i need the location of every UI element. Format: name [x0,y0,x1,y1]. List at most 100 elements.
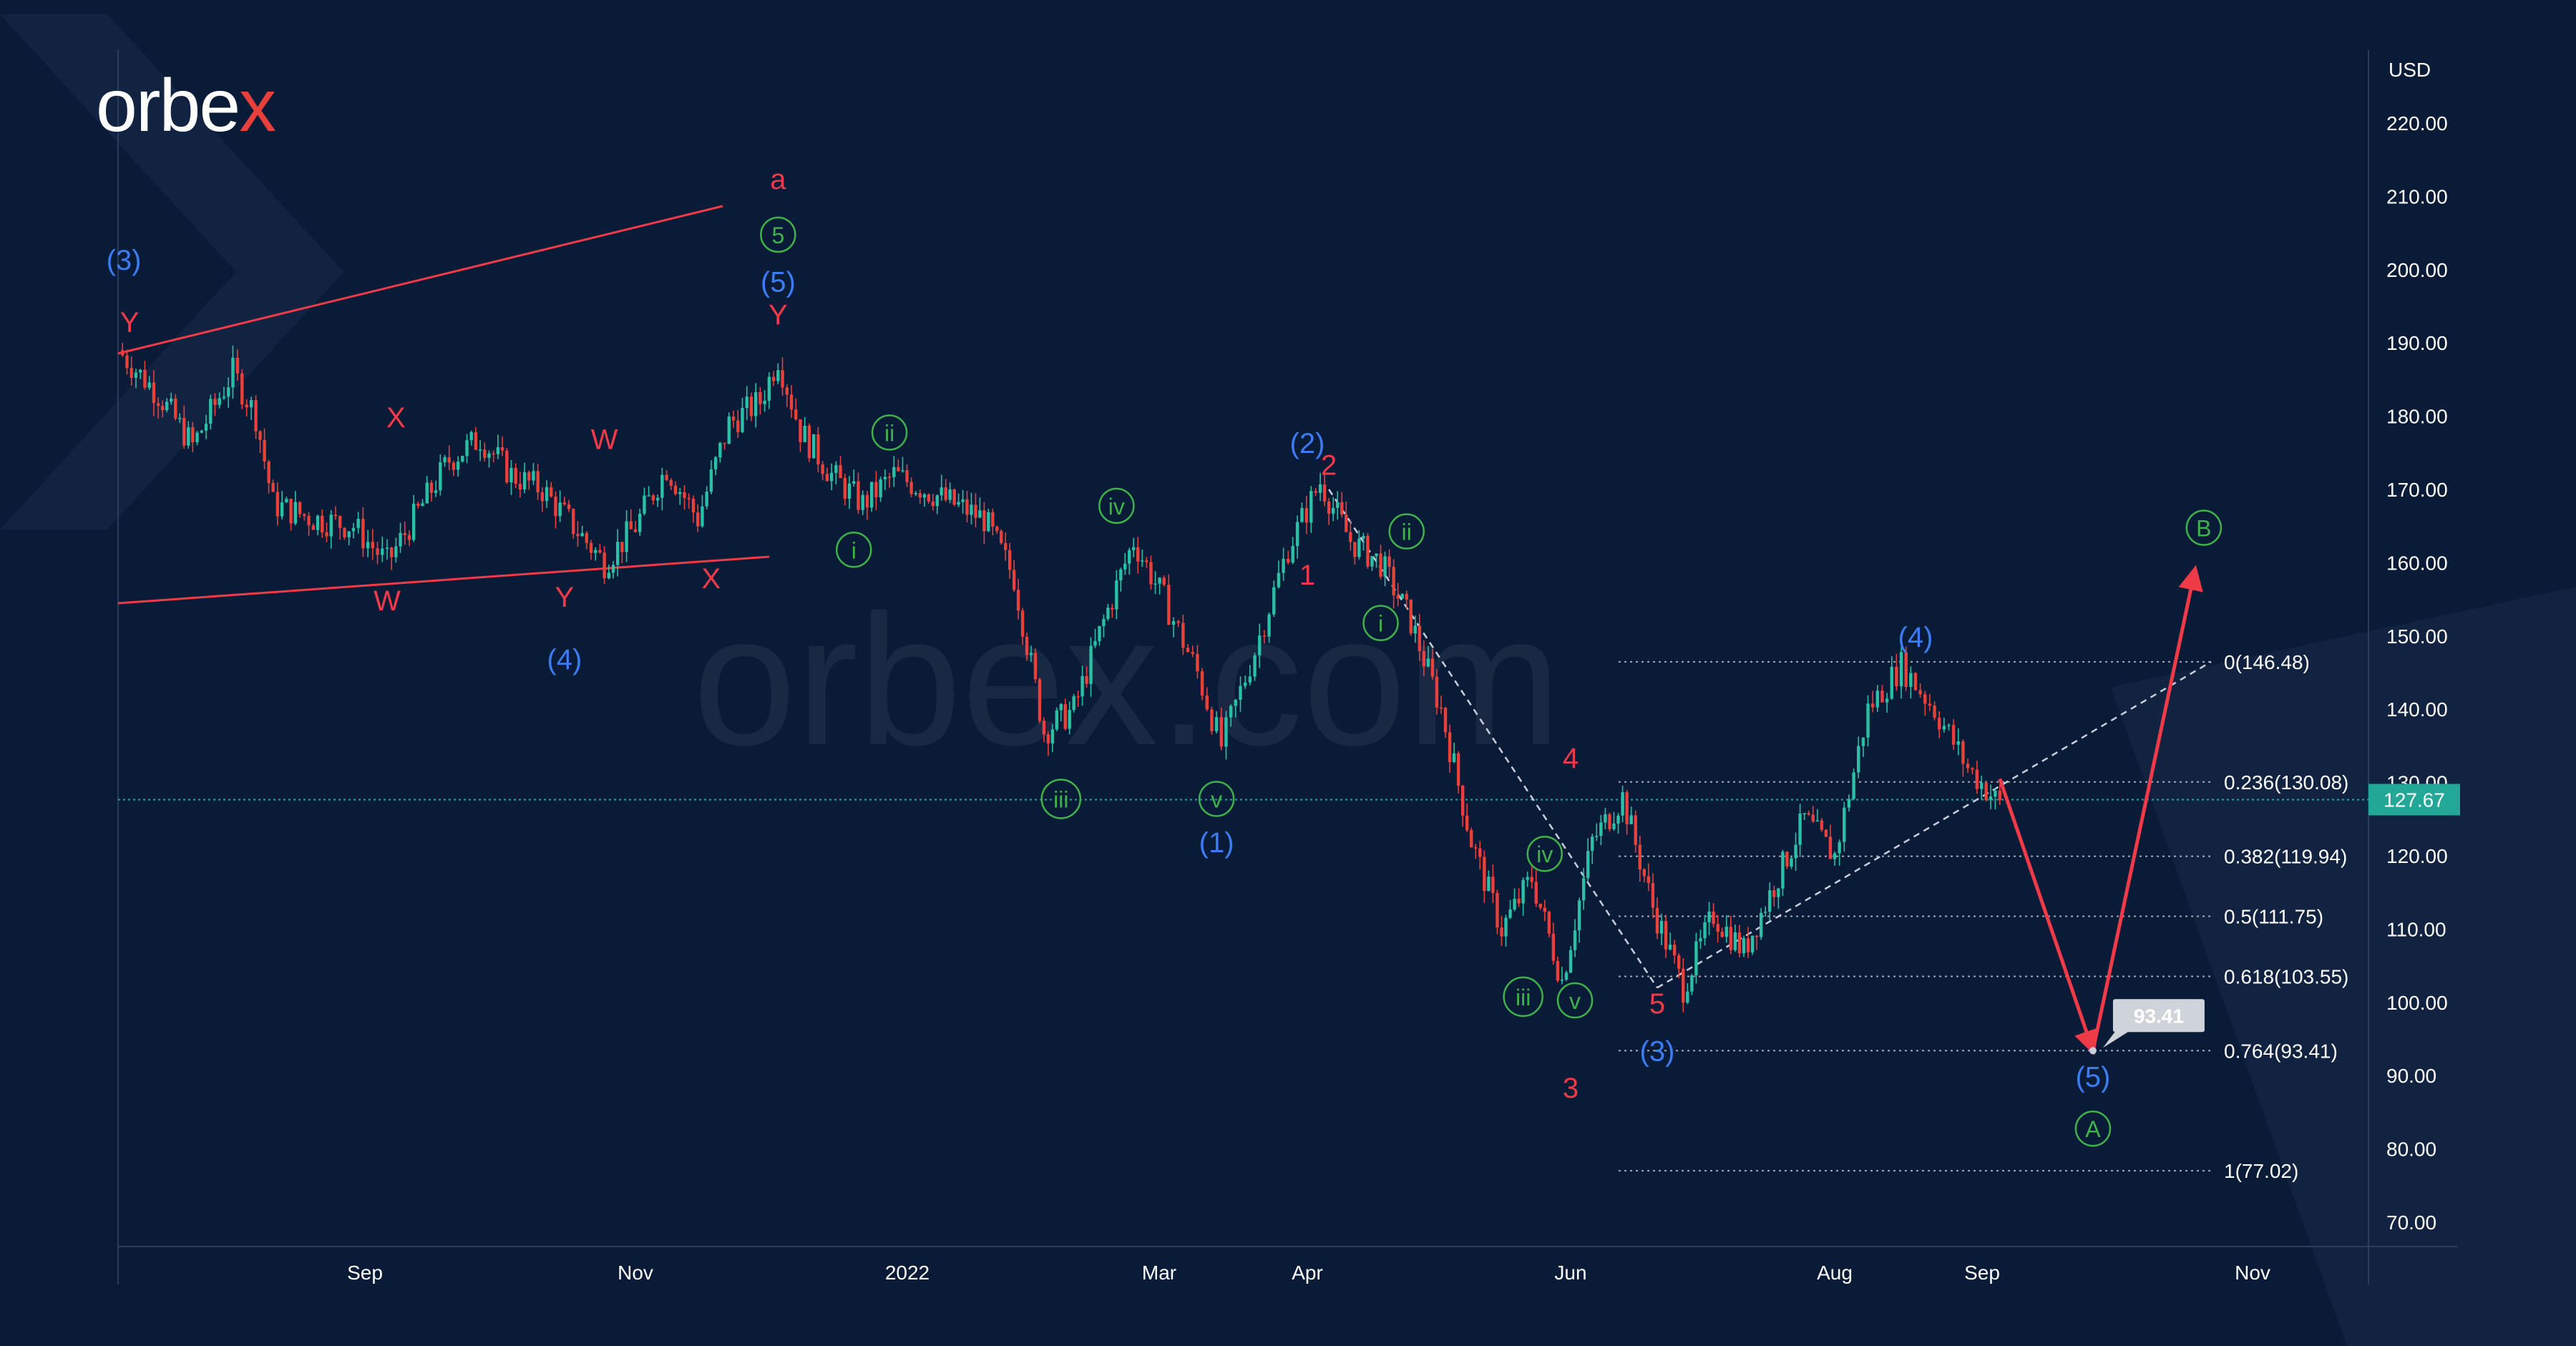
candle-body [429,482,434,493]
x-tick-label: Apr [1292,1262,1323,1284]
candle-body [594,550,597,553]
candle-body [1128,550,1131,564]
candle-body [1387,556,1391,567]
candle-body [1966,764,1970,769]
target-price-tag [2112,999,2205,1033]
candle-body [799,419,802,442]
candle-body [307,515,311,526]
candle-body [1838,842,1841,854]
x-axis: Sep Nov 2022 Mar Apr Jun Aug Sep Nov [347,1262,2270,1284]
candle-body [991,512,995,527]
candle-body [1210,709,1214,731]
candle-body [143,369,147,388]
candle-body [1357,538,1361,557]
candle-body [338,516,342,528]
candle-body [1413,625,1418,634]
candle-body [1050,729,1055,743]
candle-body [1513,898,1516,909]
candle-body [1111,608,1114,610]
candle-body [1435,676,1439,708]
candle-body [1300,508,1304,522]
x-tick-label: Nov [618,1262,653,1284]
candle-body [258,431,262,440]
y-tick-label: 160.00 [2386,552,2448,574]
candle-body [1794,844,1797,859]
candle-body [1659,920,1664,934]
candle-body [1012,570,1016,590]
candle-body [1595,836,1599,837]
wave-label: Y [769,300,788,331]
candle-body [727,416,731,444]
candle-body [625,521,628,552]
candle-body [1318,484,1322,493]
candle-body [834,465,838,473]
wave-label-circle [835,532,872,568]
candle-body [293,502,298,524]
candle-body [803,425,806,442]
candle-body [1802,813,1806,814]
candle-body [1098,625,1101,641]
candle-body [347,531,351,537]
candle-body [1772,890,1776,897]
candle-body [940,487,943,496]
candle-body [1229,706,1233,718]
candle-body [469,431,473,441]
candle-body [200,430,203,433]
wave-label: B [2196,516,2211,542]
fib-level-label: 0(146.48) [2224,651,2310,673]
candle-body [1833,853,1837,859]
wave-label: (3) [107,245,142,276]
candle-body [443,457,447,462]
candle-body [821,464,824,474]
wave-label-circle [760,216,796,253]
candle-body [1777,888,1780,897]
candle-body [1759,912,1763,937]
candle-body [1033,653,1038,680]
candle-body [1149,562,1153,585]
candle-body [816,434,820,464]
candle-body [1737,932,1742,954]
candle-body [852,481,856,484]
candle-body [1085,676,1088,684]
projection-arrow [1998,778,2099,1055]
trend-lines [117,205,2212,989]
candle-body [1123,563,1127,570]
candle-body [1947,725,1951,726]
candle-body [289,499,293,524]
candle-body [1909,673,1913,687]
candle-body [1063,704,1067,729]
candle-body [736,420,740,432]
candle-body [518,484,522,490]
candle-body [745,396,748,409]
candle-body [1258,635,1262,655]
candle-body [1132,547,1136,550]
candle-body [874,482,878,497]
candle-body [865,494,869,508]
candle-body [611,565,615,573]
candle-body [1181,623,1185,648]
candle-body [1272,587,1276,615]
candle-body [696,512,700,527]
price-tags: 127.67 93.41 [2102,784,2460,1048]
candle-body [195,432,199,443]
candle-body [1158,577,1161,584]
candle-body [170,398,173,402]
candle-body [660,474,664,498]
candle-body [713,457,718,469]
candle-body [1755,935,1759,937]
x-tick-label: Aug [1817,1262,1853,1284]
wave-label: i [852,537,857,563]
candle-body [403,532,406,535]
candle-body [343,527,346,537]
candle-body [1383,556,1387,577]
candle-body [1362,535,1365,539]
candle-body [1568,950,1573,973]
wave-label: 5 [771,223,784,248]
candle-body [311,525,315,530]
candle-body [589,542,593,553]
candle-body [633,529,638,532]
logo-x: x [239,64,276,147]
candle-body [536,471,540,493]
candle-body [1729,927,1733,950]
candle-body [1253,655,1257,677]
